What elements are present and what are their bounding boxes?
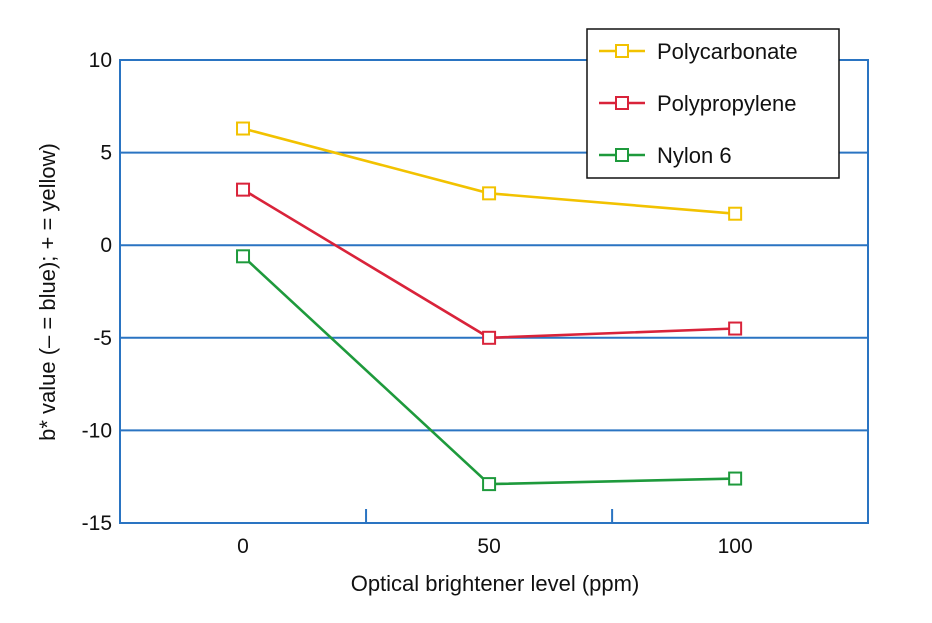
point-nylon-6 (482, 477, 497, 492)
point-polypropylene (728, 321, 743, 336)
series-lines (236, 121, 743, 492)
y-axis-title: b* value (– = blue); + = yellow) (35, 143, 60, 441)
point-nylon-6 (728, 471, 743, 486)
legend: Polycarbonate Polypropylene Nylon 6 (586, 28, 840, 179)
y-tick-label: 5 (100, 142, 112, 165)
point-polypropylene (482, 330, 497, 345)
point-polycarbonate (236, 121, 251, 136)
y-tick-label: 10 (89, 49, 112, 72)
plot-frame (119, 59, 869, 524)
x-tick-label: 100 (718, 535, 753, 558)
legend-swatch-marker-polypropylene (615, 96, 629, 110)
y-tick-label: 0 (100, 234, 112, 257)
point-polycarbonate (482, 186, 497, 201)
series-line-polypropylene (242, 188, 736, 340)
point-polypropylene (236, 182, 251, 197)
x-tick-label: 0 (237, 535, 249, 558)
legend-label-nylon-6: Nylon 6 (657, 143, 732, 168)
x-axis-title: Optical brightener level (ppm) (351, 571, 640, 596)
point-nylon-6 (236, 249, 251, 264)
y-tick-label: -5 (93, 327, 112, 350)
series-line-nylon-6 (242, 255, 736, 486)
x-tick-label: 50 (477, 535, 500, 558)
axes (119, 59, 869, 524)
y-tick-label: -10 (82, 419, 112, 442)
legend-label-polypropylene: Polypropylene (657, 91, 796, 116)
legend-label-polycarbonate: Polycarbonate (657, 39, 798, 64)
legend-swatch-marker-nylon-6 (615, 148, 629, 162)
y-tick-label: -15 (82, 512, 112, 535)
point-polycarbonate (728, 206, 743, 221)
legend-swatch-marker-polycarbonate (615, 44, 629, 58)
